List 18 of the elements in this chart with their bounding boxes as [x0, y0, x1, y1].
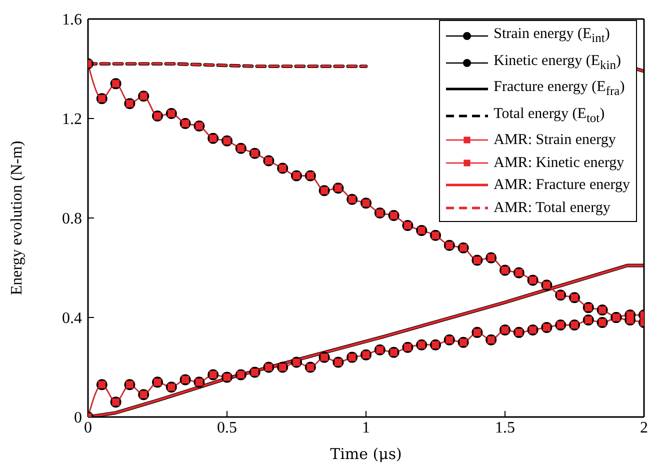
- x-tick-label: 1: [362, 419, 370, 436]
- x-tick-label: 2: [640, 419, 648, 436]
- x-tick-label: 1.5: [495, 419, 515, 436]
- legend-label: AMR: Total energy: [494, 198, 610, 218]
- x-tick-label: 0.5: [217, 419, 237, 436]
- legend-label: Fracture energy (E$_{fra}$): [494, 78, 625, 100]
- y-tick-label: 1.2: [62, 111, 82, 128]
- y-tick-label: 0.8: [62, 210, 82, 228]
- x-axis-title: Time (μs): [330, 445, 402, 463]
- y-axis-title: Energy evolution (N-m): [8, 140, 26, 296]
- y-tick-label: 1.6: [62, 12, 82, 29]
- legend-label: AMR: Fracture energy: [494, 176, 630, 195]
- legend-label: AMR: Kinetic energy: [494, 154, 624, 172]
- legend-label: Strain energy (E$_{int}$): [494, 25, 610, 47]
- y-tick-label: 0.4: [62, 310, 82, 328]
- legend-label: Kinetic energy (E$_{kin}$): [494, 52, 621, 74]
- legend-label: AMR: Strain energy: [494, 131, 616, 150]
- legend-label: Total energy (E$_{tot}$): [494, 104, 605, 126]
